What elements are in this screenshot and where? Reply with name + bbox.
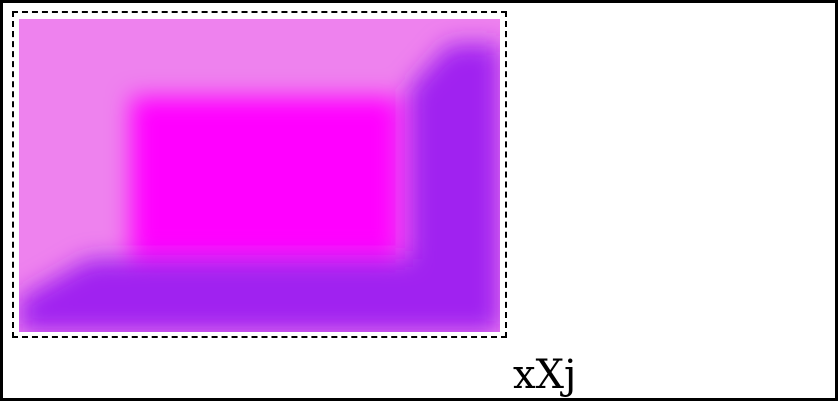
gradient-image xyxy=(19,19,500,332)
caption-text: xXj xyxy=(513,352,577,398)
gradient-violet-region xyxy=(19,44,500,332)
gradient-magenta-region xyxy=(131,97,399,257)
selection-box[interactable] xyxy=(12,11,507,338)
gradient-image-svg xyxy=(19,19,500,332)
